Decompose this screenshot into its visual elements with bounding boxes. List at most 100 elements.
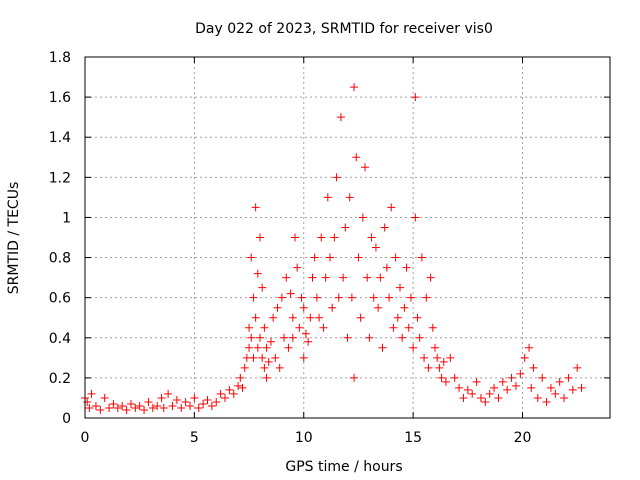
data-point (249, 293, 258, 302)
data-point (485, 389, 494, 398)
data-point (286, 289, 295, 298)
data-point (533, 393, 542, 402)
data-point (481, 397, 490, 406)
data-point (439, 357, 448, 366)
y-tick-label: 0 (62, 411, 71, 427)
data-point (476, 393, 485, 402)
data-point (406, 293, 415, 302)
data-point (291, 233, 299, 242)
data-point (91, 401, 100, 410)
data-point (308, 273, 317, 282)
data-point (299, 303, 308, 312)
data-point (371, 243, 380, 252)
data-point (109, 399, 118, 408)
data-point (358, 213, 367, 222)
data-point (306, 313, 315, 322)
data-point (387, 203, 396, 212)
data-point (271, 353, 280, 362)
data-point (577, 383, 586, 392)
data-point (490, 383, 499, 392)
x-tick-label: 10 (295, 430, 313, 446)
data-point (542, 397, 551, 406)
data-point (247, 253, 256, 262)
data-point (520, 353, 529, 362)
data-point (238, 383, 247, 392)
grid (85, 57, 610, 418)
data-point (398, 333, 407, 342)
data-point (253, 343, 262, 352)
data-point (144, 397, 153, 406)
data-point (363, 273, 372, 282)
x-axis-label: GPS time / hours (285, 459, 402, 475)
data-point (264, 357, 273, 366)
data-point (299, 353, 308, 362)
data-point (177, 403, 186, 412)
data-point (295, 323, 304, 332)
data-point (529, 363, 538, 372)
data-point (376, 273, 385, 282)
data-point (555, 377, 564, 386)
data-point (400, 303, 409, 312)
y-tick-label: 0.8 (49, 251, 71, 267)
data-point (339, 273, 348, 282)
data-point (350, 373, 359, 382)
data-point (240, 363, 249, 372)
data-point (382, 263, 391, 272)
data-point (463, 385, 472, 394)
data-point (415, 333, 424, 342)
data-point (546, 383, 555, 392)
data-point (431, 343, 439, 352)
data-point (249, 353, 258, 362)
data-points (81, 83, 586, 414)
data-point (186, 401, 194, 410)
data-point (105, 403, 114, 412)
data-point (258, 283, 267, 292)
data-point (356, 313, 365, 322)
data-point (347, 293, 356, 302)
data-point (207, 401, 216, 410)
data-point (441, 377, 450, 386)
data-point (319, 323, 328, 332)
x-tick-label: 15 (404, 430, 422, 446)
data-point (203, 395, 212, 404)
data-point (225, 385, 234, 394)
data-point (288, 333, 297, 342)
data-point (494, 393, 503, 402)
data-point (343, 333, 352, 342)
data-point (258, 353, 267, 362)
data-point (190, 393, 199, 402)
data-point (253, 269, 262, 278)
data-point (260, 363, 269, 372)
data-point (221, 393, 229, 402)
data-point (199, 399, 208, 408)
data-point (247, 333, 256, 342)
data-point (369, 293, 378, 302)
data-point (393, 313, 402, 322)
y-tick-label: 0.6 (49, 291, 71, 307)
data-point (159, 403, 168, 412)
data-point (301, 329, 310, 338)
data-point (168, 401, 177, 410)
data-point (525, 343, 534, 352)
data-point (251, 203, 260, 212)
data-point (288, 313, 297, 322)
data-point (350, 83, 359, 92)
tick-labels: 0 5 10 15 20 0 0.2 0.4 0.6 0.8 1 1.2 1.4 1.6 1.8 (49, 50, 532, 446)
data-point (323, 193, 332, 202)
y-tick-label: 1.4 (49, 130, 71, 146)
data-point (275, 363, 284, 372)
data-point (389, 323, 398, 332)
plot-area-border (84, 56, 611, 419)
data-point (234, 381, 243, 390)
data-point (411, 93, 420, 102)
data-point (437, 373, 446, 382)
data-point (422, 293, 431, 302)
data-point (538, 373, 547, 382)
data-point (293, 263, 302, 272)
data-point (277, 293, 286, 302)
data-point (326, 253, 334, 262)
data-point (269, 313, 278, 322)
data-point (304, 337, 313, 346)
data-point (417, 253, 426, 262)
